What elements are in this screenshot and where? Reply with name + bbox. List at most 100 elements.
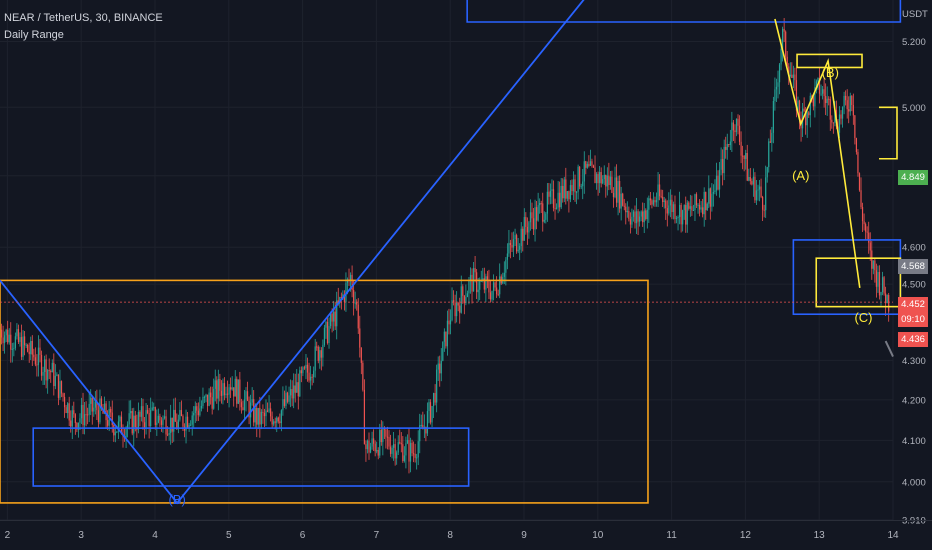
candle-body — [83, 414, 86, 426]
candle-body — [563, 179, 565, 199]
candle-body — [520, 228, 522, 246]
candle-body — [243, 399, 246, 411]
candle-body — [10, 334, 12, 350]
candle-body — [197, 410, 199, 416]
candle-body — [877, 271, 879, 287]
candle-body — [380, 429, 382, 443]
candle-body — [53, 362, 55, 387]
candle-body — [339, 297, 341, 304]
candle-body — [772, 100, 774, 133]
candle-body — [768, 141, 770, 168]
candle-body — [51, 362, 53, 373]
candle-body — [640, 211, 642, 217]
candle-body — [411, 442, 413, 454]
candle-body — [754, 176, 756, 201]
candle-body — [63, 396, 66, 408]
candle-body — [591, 161, 593, 166]
candle-body — [88, 403, 90, 415]
candle-body — [651, 200, 653, 205]
candle-body — [519, 245, 521, 250]
candle-body — [757, 189, 759, 191]
candle-body — [254, 407, 256, 423]
candle-body — [87, 414, 89, 416]
candle-body — [454, 302, 456, 317]
candle-body — [728, 144, 730, 146]
candle-body — [514, 235, 516, 240]
wave-label-b: (B) — [822, 65, 839, 80]
candle-body — [751, 181, 753, 185]
candle-body — [114, 432, 116, 436]
candle-body — [271, 416, 273, 425]
candle-body — [323, 327, 326, 345]
candle-body — [260, 411, 262, 425]
candle-body — [549, 190, 552, 197]
candle-body — [880, 291, 882, 296]
candle-body — [683, 205, 685, 211]
candle-body — [529, 212, 532, 223]
candle-body — [572, 179, 575, 192]
candle-body — [145, 410, 147, 428]
candle-body — [170, 417, 172, 433]
candle-body — [614, 177, 616, 198]
candle-body — [648, 198, 650, 210]
candle-body — [251, 399, 253, 403]
candle-body — [568, 191, 570, 200]
candle-body — [291, 389, 293, 399]
candle-body — [726, 144, 728, 150]
candle-body — [803, 108, 805, 112]
candle-body — [33, 354, 35, 358]
candle-body — [37, 347, 40, 365]
candle-body — [717, 175, 719, 190]
candle-body — [479, 280, 481, 290]
candle-body — [217, 379, 219, 399]
candle-body — [73, 410, 75, 415]
candle-body — [168, 432, 170, 435]
candle-body — [320, 350, 322, 358]
candle-body — [629, 218, 631, 225]
candle-body — [365, 444, 367, 450]
candle-body — [571, 185, 573, 192]
range-box-orange — [0, 279, 649, 504]
candle-body — [266, 410, 269, 412]
drawing-layer[interactable] — [0, 0, 902, 505]
candle-body — [469, 274, 472, 281]
candle-body — [828, 98, 830, 100]
candle-body — [809, 95, 811, 116]
candle-body — [353, 290, 355, 304]
candle-body — [165, 416, 167, 435]
candle-body — [566, 191, 568, 199]
candle-body — [791, 74, 793, 78]
candle-body — [586, 164, 588, 168]
candle-body — [635, 211, 638, 224]
time-axis[interactable]: 2 3 4 5 6 7 8 9 10 11 12 13 14 — [5, 530, 899, 541]
indicator-title[interactable]: Daily Range — [4, 29, 64, 41]
candle-body — [491, 290, 493, 300]
candle-body — [643, 210, 645, 223]
candle-body — [245, 391, 247, 400]
candle-body — [80, 404, 83, 419]
candle-body — [50, 371, 52, 373]
candle-body — [742, 155, 744, 157]
wave-label-c: (C) — [854, 310, 872, 325]
candle-body — [585, 161, 587, 168]
candle-body — [250, 402, 252, 418]
candle-body — [574, 179, 576, 193]
candle-body — [440, 360, 442, 374]
candle-body — [242, 407, 244, 411]
candle-body — [342, 294, 344, 298]
candle-body — [343, 294, 346, 302]
candle-body — [786, 56, 788, 67]
candle-body — [100, 398, 103, 409]
time-tick-label: 12 — [740, 530, 752, 541]
candle-body — [391, 447, 393, 454]
range-high-badge: 4.849 — [898, 170, 928, 185]
candle-body — [460, 286, 462, 313]
candle-body — [888, 295, 890, 312]
candle-body — [225, 393, 227, 396]
time-tick-label: 7 — [374, 530, 380, 541]
candle-body — [45, 359, 47, 381]
candle-body — [19, 337, 21, 342]
candle-body — [769, 141, 771, 143]
candle-body — [309, 376, 312, 381]
